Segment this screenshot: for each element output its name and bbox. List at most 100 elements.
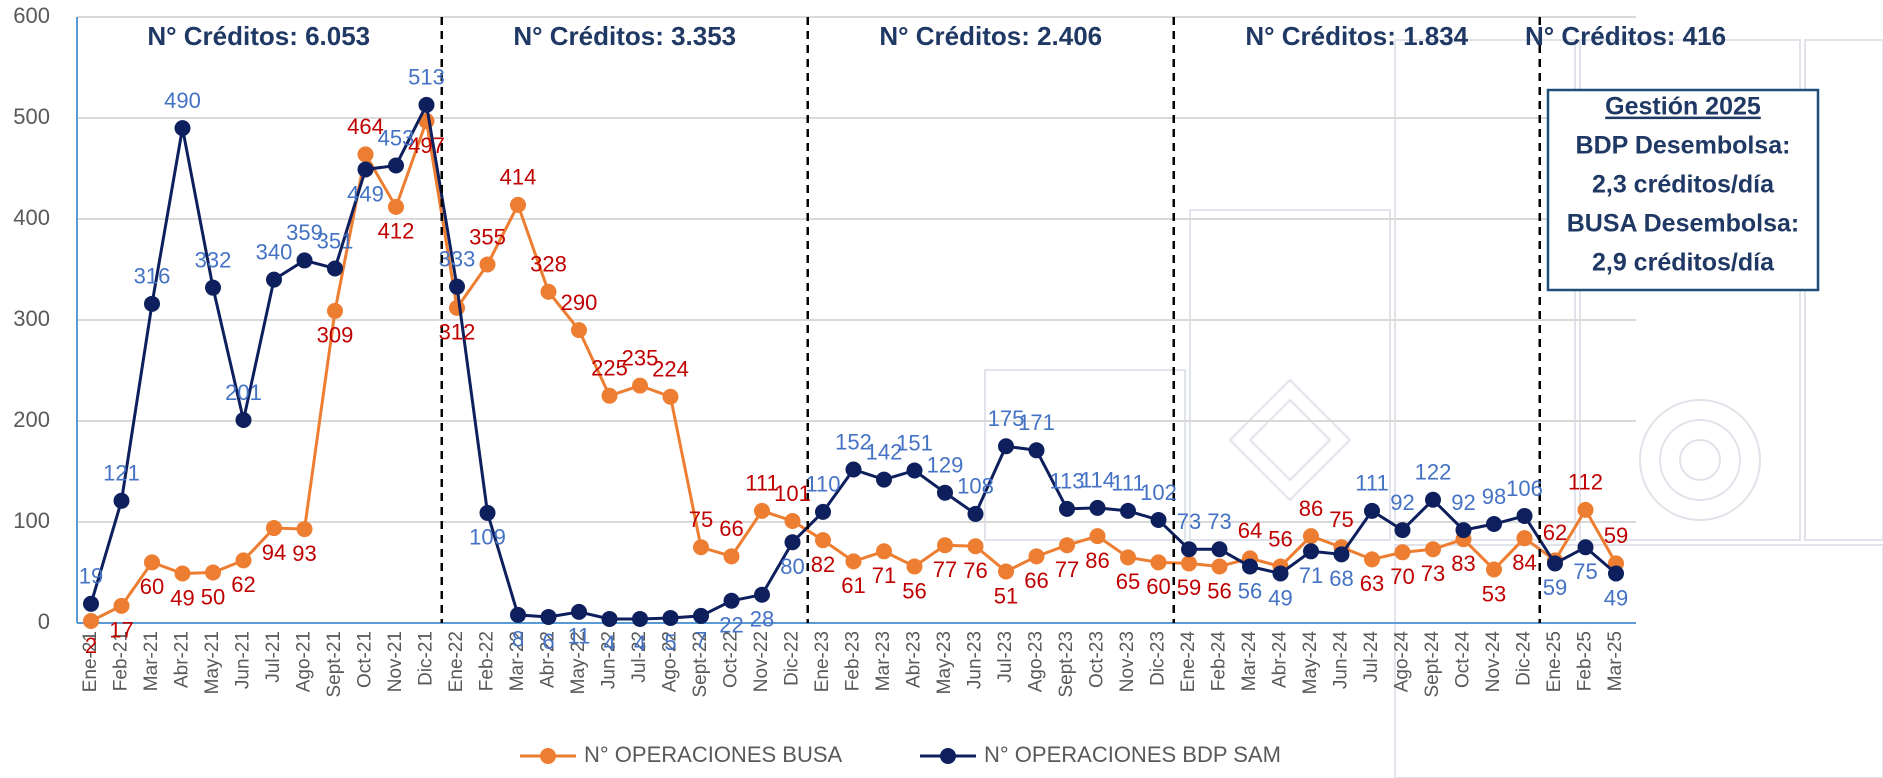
point xyxy=(388,198,404,215)
point xyxy=(876,471,892,488)
x-tick-label: Nov-22 xyxy=(751,631,772,692)
point xyxy=(205,564,221,581)
point xyxy=(510,606,526,623)
data-label: 75 xyxy=(1573,559,1597,584)
x-tick-label: Ene-21 xyxy=(80,631,101,692)
point xyxy=(205,279,221,296)
data-label: 53 xyxy=(1482,581,1506,606)
point xyxy=(1303,528,1319,545)
data-label: 59 xyxy=(1604,523,1628,548)
point xyxy=(784,512,801,529)
note-box xyxy=(1546,88,1820,292)
note-text: BUSA Desembolsa: xyxy=(1567,210,1799,238)
point xyxy=(479,256,496,273)
point xyxy=(601,610,618,627)
x-tick-label: Sept-22 xyxy=(690,631,711,698)
point xyxy=(1059,500,1075,517)
point xyxy=(967,538,984,555)
x-tick-label: Mar-21 xyxy=(141,631,162,691)
x-tick-label: Mar-22 xyxy=(507,631,528,691)
data-label: 8 xyxy=(512,627,524,652)
data-label: 316 xyxy=(134,264,171,289)
x-tick-label: Sept-23 xyxy=(1056,631,1077,698)
x-tick-label: Feb-22 xyxy=(477,631,498,691)
data-label: 235 xyxy=(622,345,659,370)
point xyxy=(662,388,679,405)
data-label: 59 xyxy=(1177,575,1201,600)
data-label: 75 xyxy=(1329,507,1353,532)
data-label: 65 xyxy=(1116,569,1140,594)
note-text: BDP Desembolsa: xyxy=(1576,132,1791,160)
marks xyxy=(83,96,1624,629)
data-label: 56 xyxy=(902,578,926,603)
x-tick-label: Abr-22 xyxy=(538,631,559,688)
point xyxy=(1181,541,1197,558)
data-label: 171 xyxy=(1018,410,1055,435)
point xyxy=(601,387,618,404)
data-label: 328 xyxy=(530,252,567,277)
data-label: 70 xyxy=(1390,564,1414,589)
point xyxy=(845,553,862,570)
data-label: 2 xyxy=(85,633,97,658)
data-label: 111 xyxy=(1111,471,1144,496)
point xyxy=(1303,543,1319,560)
x-tick-label: Feb-23 xyxy=(843,631,864,691)
data-label: 101 xyxy=(774,481,811,506)
data-label: 332 xyxy=(195,247,232,272)
point xyxy=(449,278,465,295)
data-label: 5 xyxy=(664,630,676,655)
point xyxy=(174,120,191,137)
y-tick-label: 200 xyxy=(13,407,50,432)
point xyxy=(632,610,648,627)
x-tick-label: Jul-24 xyxy=(1361,631,1382,683)
data-label: 121 xyxy=(103,461,140,486)
x-tick-label: Dic-22 xyxy=(782,631,803,686)
point xyxy=(510,196,526,213)
x-tick-label: Ene-23 xyxy=(812,631,833,692)
data-label: 73 xyxy=(1207,509,1231,534)
x-tick-label: Jul-22 xyxy=(629,631,650,683)
x-tick-label: Dic-21 xyxy=(416,631,437,686)
data-label: 86 xyxy=(1085,548,1109,573)
x-tick-label: Nov-24 xyxy=(1483,631,1504,693)
point xyxy=(235,552,252,569)
data-label: 56 xyxy=(1238,578,1262,603)
data-label: 340 xyxy=(256,239,293,264)
series-line xyxy=(89,100,1617,621)
note-text: 2,9 créditos/día xyxy=(1592,249,1775,277)
data-label: 73 xyxy=(1421,561,1445,586)
data-label: 66 xyxy=(1024,568,1048,593)
point xyxy=(327,302,343,319)
data-label: 92 xyxy=(1451,490,1475,515)
x-tick-label: Abr-24 xyxy=(1270,631,1291,688)
grid xyxy=(76,16,1636,624)
point xyxy=(266,520,282,537)
data-label: 49 xyxy=(1268,585,1292,610)
section-label: N° Créditos: 3.353 xyxy=(513,21,736,51)
point xyxy=(83,612,99,629)
data-label: 224 xyxy=(652,357,689,382)
point xyxy=(449,299,465,316)
data-label: 64 xyxy=(1238,518,1262,543)
data-label: 80 xyxy=(780,554,804,579)
point xyxy=(632,377,648,394)
data-label: 449 xyxy=(347,181,384,206)
data-label: 22 xyxy=(719,613,743,638)
y-tick-label: 400 xyxy=(13,205,50,230)
legend-label: N° OPERACIONES BUSA xyxy=(584,742,843,767)
x-tick-label: Jul-21 xyxy=(263,631,284,683)
point xyxy=(1028,442,1045,459)
point xyxy=(754,502,770,519)
data-label: 152 xyxy=(835,429,872,454)
x-tick-label: Oct-23 xyxy=(1087,631,1108,688)
data-label: 201 xyxy=(225,380,262,405)
point xyxy=(693,607,709,624)
point xyxy=(540,608,557,625)
data-label: 175 xyxy=(988,406,1025,431)
data-label: 59 xyxy=(1543,575,1567,600)
point xyxy=(1394,522,1411,539)
data-label: 359 xyxy=(286,220,323,245)
point xyxy=(1394,544,1411,561)
point xyxy=(1120,502,1136,519)
point xyxy=(1120,549,1136,566)
